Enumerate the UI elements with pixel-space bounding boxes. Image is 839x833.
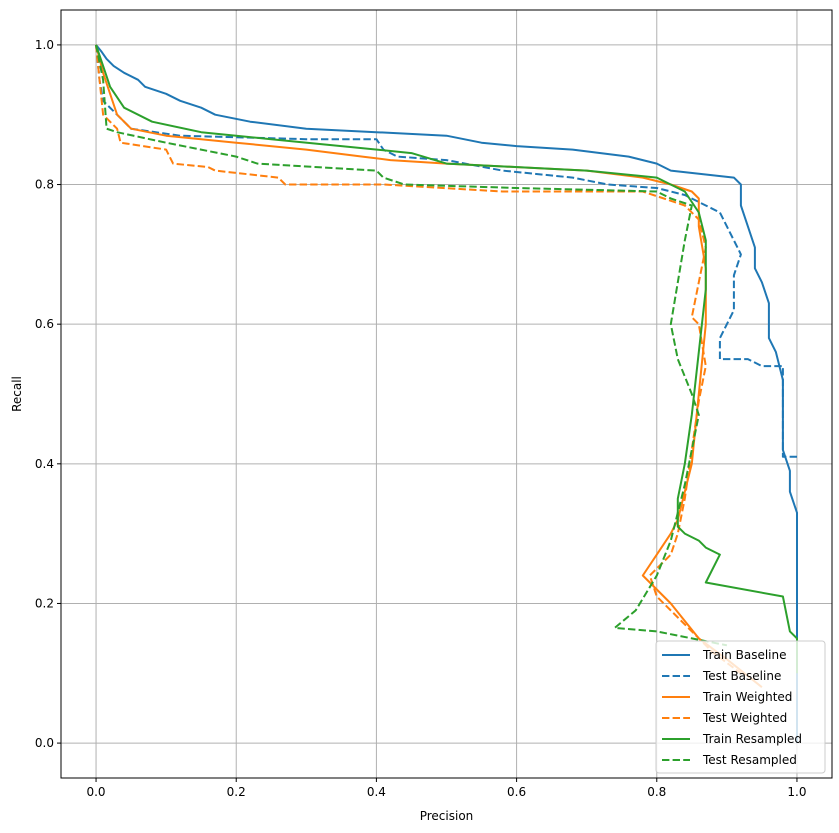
x-axis-label: Precision: [420, 809, 474, 823]
plot-frame: [60, 9, 833, 779]
x-tick-label: 0.6: [507, 785, 526, 799]
x-tick-label: 0.4: [367, 785, 386, 799]
legend-label-test-resampled: Test Resampled: [702, 753, 797, 767]
series-line-test-baseline: [95, 44, 797, 458]
y-tick-label: 0.2: [35, 596, 54, 610]
series-line-train-baseline: [95, 44, 798, 744]
legend: Train Baseline Test Baseline Train Weighte…: [655, 640, 826, 774]
x-tick-label: 0.2: [227, 785, 246, 799]
y-axis-label: Recall: [10, 376, 24, 412]
ticks: 0.0 0.2 0.4 0.6 0.8 1.0 0.0 0.2 0.4 0.6 0.8 1.0: [35, 38, 807, 799]
y-tick-label: 0.6: [35, 317, 54, 331]
series-line-train-resampled: [95, 44, 798, 674]
x-tick-label: 0.8: [647, 785, 666, 799]
series-line-test-resampled: [95, 44, 728, 647]
legend-label-test-weighted: Test Weighted: [702, 711, 787, 725]
y-tick-label: 1.0: [35, 38, 54, 52]
legend-label-train-weighted: Train Weighted: [702, 690, 792, 704]
legend-label-train-resampled: Train Resampled: [702, 732, 802, 746]
series-line-train-weighted: [95, 44, 763, 688]
legend-box: [655, 640, 826, 774]
y-tick-label: 0.4: [35, 457, 54, 471]
x-tick-label: 0.0: [86, 785, 105, 799]
x-tick-label: 1.0: [787, 785, 806, 799]
series-group: [95, 44, 798, 744]
y-tick-label: 0.8: [35, 178, 54, 192]
y-tick-label: 0.0: [35, 736, 54, 750]
legend-label-train-baseline: Train Baseline: [702, 648, 786, 662]
legend-label-test-baseline: Test Baseline: [702, 669, 781, 683]
